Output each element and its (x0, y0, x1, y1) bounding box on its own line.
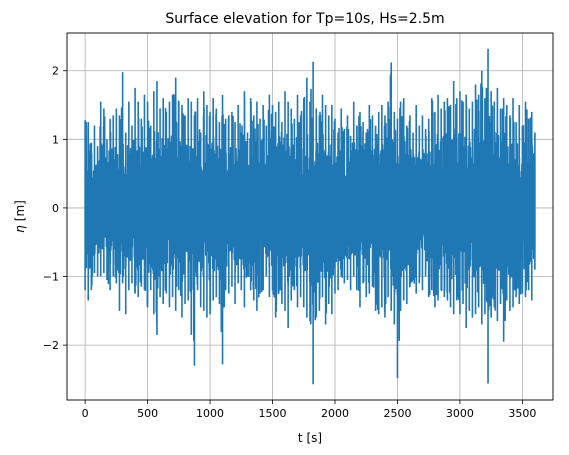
x-axis-label: t [s] (298, 431, 322, 445)
x-tick-label: 0 (82, 407, 89, 420)
x-tick-label: 500 (137, 407, 158, 420)
x-tick-label: 2000 (321, 407, 349, 420)
y-axis-label-unit: [m] (13, 200, 27, 221)
y-tick-label: −2 (43, 339, 59, 352)
y-tick-label: −1 (43, 271, 59, 284)
y-axis: −2 −1 0 1 2 (43, 65, 67, 352)
axes-frame (66, 32, 554, 401)
x-tick-label: 2500 (383, 407, 411, 420)
y-axis-label-symbol: η (13, 225, 27, 233)
y-axis-label: η [m] (13, 200, 27, 233)
x-tick-label: 3000 (446, 407, 474, 420)
chart-title: Surface elevation for Tp=10s, Hs=2.5m (165, 11, 444, 27)
x-tick-label: 3500 (508, 407, 536, 420)
y-tick-label: 2 (52, 65, 59, 78)
series-line (84, 48, 536, 385)
y-tick-label: 1 (52, 133, 59, 146)
y-tick-label: 0 (52, 202, 59, 215)
x-tick-label: 1500 (259, 407, 287, 420)
plot-area (84, 48, 536, 385)
x-tick-label: 1000 (196, 407, 224, 420)
x-axis: 0 500 1000 1500 2000 2500 3000 3500 (82, 400, 536, 420)
